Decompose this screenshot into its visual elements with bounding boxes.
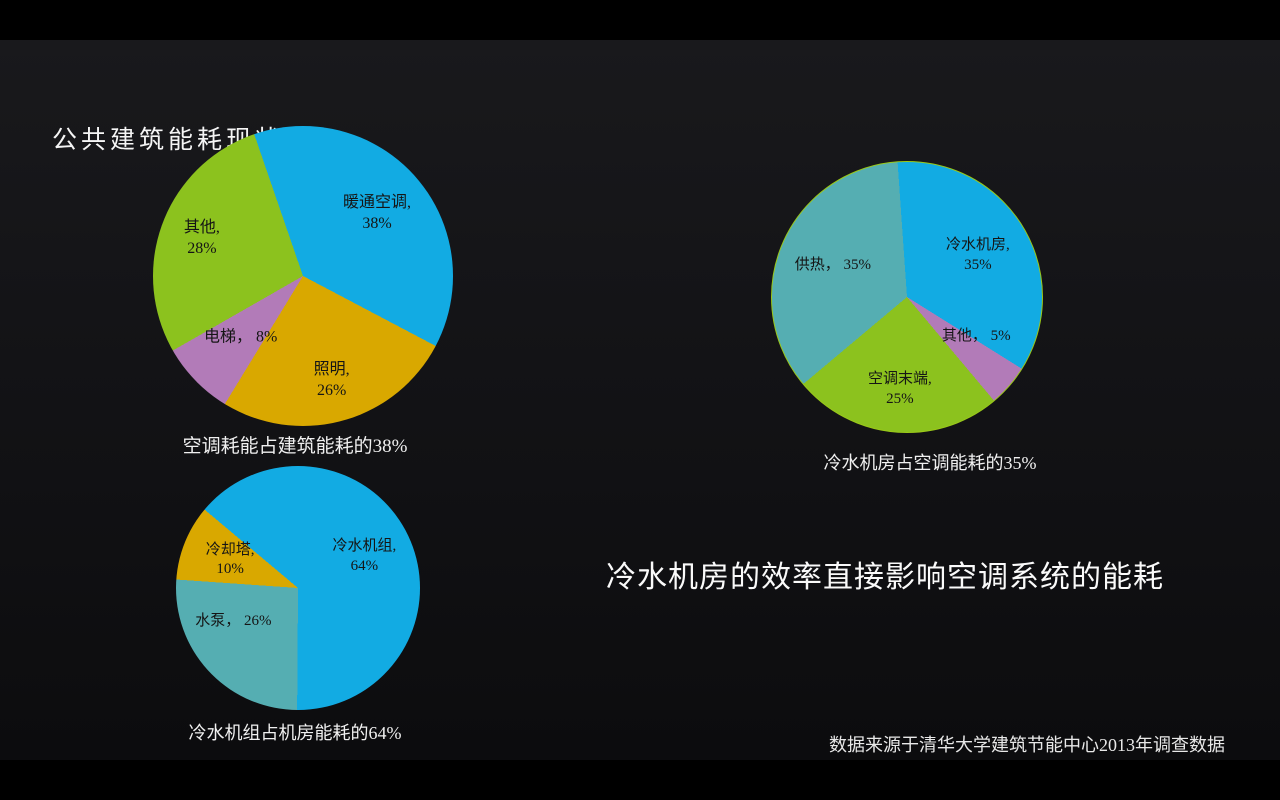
letterbox-top — [0, 0, 1280, 40]
key-statement: 冷水机房的效率直接影响空调系统的能耗 — [606, 561, 1164, 594]
pie-caption-hvac-energy: 冷水机房占空调能耗的35% — [823, 453, 1037, 473]
letterbox-bottom — [0, 760, 1280, 800]
pie-slice-label: 冷却塔, 10% — [205, 541, 255, 578]
pie-slice-label: 空调末端, 25% — [868, 371, 932, 408]
pie-slice-label: 照明, 26% — [313, 361, 350, 400]
pie-slice-label: 其他， 5% — [941, 328, 1011, 345]
pie-slice-label: 供热， 35% — [794, 257, 871, 274]
pie-slice-label: 电梯， 8% — [203, 328, 278, 346]
pie-caption-building-energy: 空调耗能占建筑能耗的38% — [182, 436, 408, 457]
pie-slice-label: 冷水机房, 35% — [946, 237, 1010, 273]
pie-slice-label: 水泵， 26% — [195, 613, 272, 630]
pie-caption-plant-room-energy: 冷水机组占机房能耗的64% — [188, 723, 402, 743]
pie-chart-building-energy: 暖通空调, 38% 照明, 26% 电梯， 8% 其他, 28% — [153, 126, 453, 426]
data-source-note: 数据来源于清华大学建筑节能中心2013年调查数据 — [829, 735, 1225, 755]
pie-slice-label: 暖通空调, 38% — [343, 193, 412, 232]
pie-chart-hvac-energy: 冷水机房, 35% 其他， 5% 空调末端, 25% 供热， 35% — [771, 161, 1043, 433]
pie-slice-label: 其他, 28% — [183, 218, 220, 257]
pie-chart-plant-room-energy: 冷水机组, 64% 水泵， 26% 冷却塔, 10% — [176, 466, 420, 710]
pie-slice-label: 冷水机组, 64% — [332, 538, 397, 575]
slide-canvas: 公共建筑能耗现状 暖通空调, 38% 照明, 26% 电梯， 8% 其他, 28% 空调耗能… — [0, 40, 1280, 760]
